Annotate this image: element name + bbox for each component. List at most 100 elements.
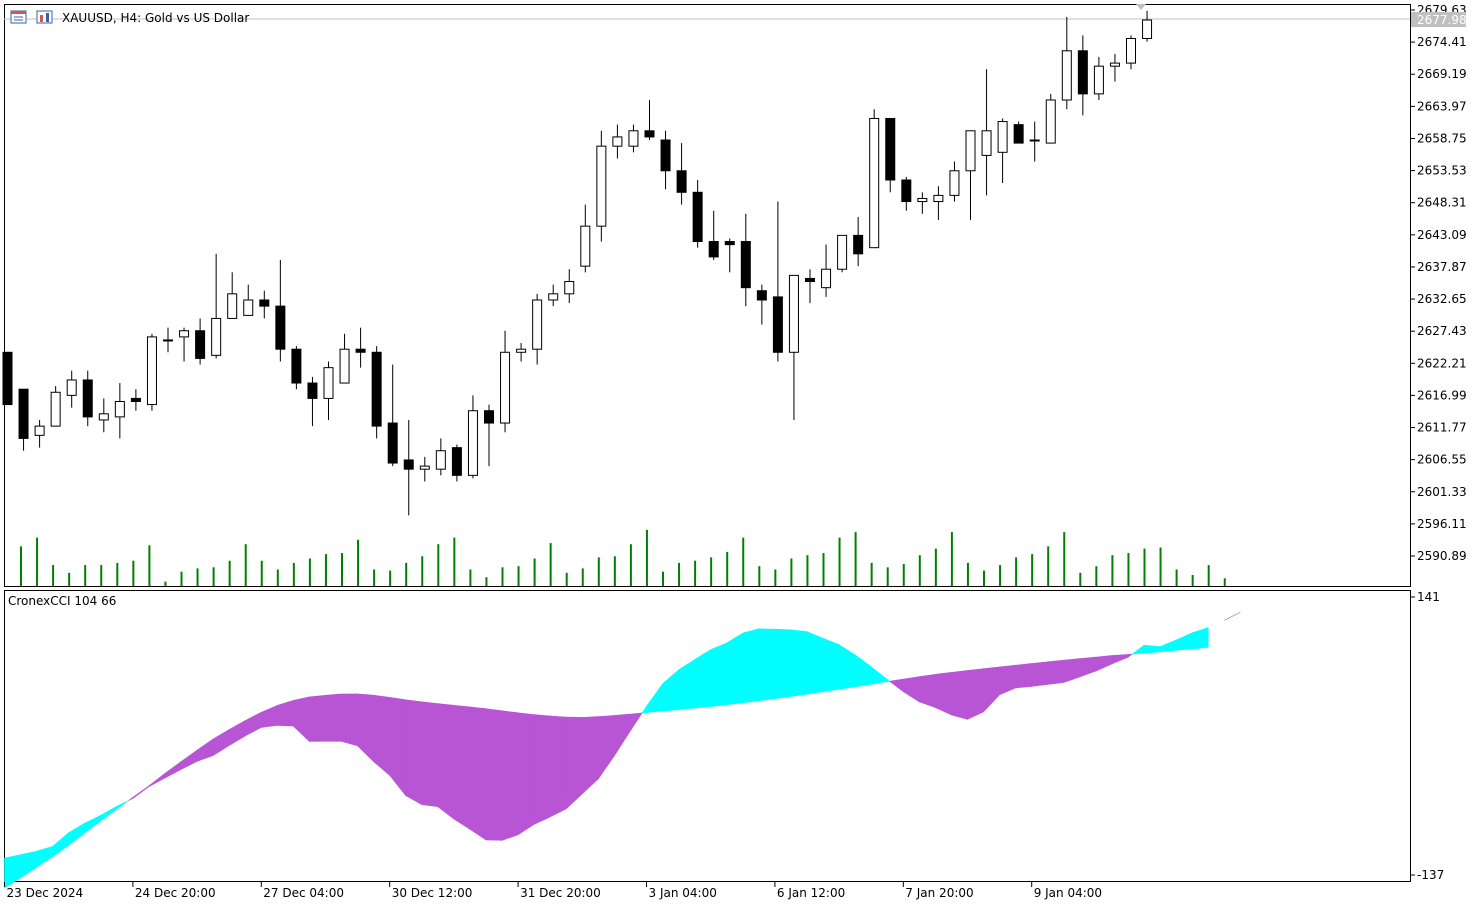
candle — [1061, 16, 1072, 110]
candle-body — [1109, 62, 1120, 67]
candle-body — [130, 397, 141, 403]
cci-segment — [453, 704, 471, 830]
chart-window-icon[interactable] — [10, 10, 27, 24]
candle — [933, 186, 944, 220]
candle-body — [596, 145, 607, 227]
price-tick-label: 2674.41 — [1417, 35, 1467, 49]
market-depth-icon[interactable] — [36, 10, 53, 24]
candle-body — [307, 382, 318, 399]
price-tick-label: 2663.97 — [1417, 99, 1467, 113]
cci-segment — [1031, 661, 1049, 687]
candle — [307, 376, 318, 427]
candle — [1029, 121, 1040, 162]
candle-body — [805, 277, 815, 283]
candle — [1109, 53, 1120, 82]
candle-body — [692, 191, 703, 243]
price-tick-label: 2606.55 — [1417, 453, 1467, 467]
candle-body — [179, 330, 190, 338]
candle-body — [644, 130, 655, 138]
candle — [419, 456, 430, 482]
candle-body — [291, 348, 302, 384]
candle — [163, 327, 173, 353]
candle — [1013, 121, 1024, 144]
candle-body — [740, 241, 751, 289]
candle-body — [564, 281, 575, 295]
candle-body — [98, 413, 109, 421]
candle — [1093, 56, 1104, 101]
cci-segment — [405, 699, 423, 806]
cci-segment — [549, 715, 567, 818]
cci-segment — [517, 712, 535, 836]
candle-body — [259, 299, 270, 307]
candle-body — [1077, 50, 1088, 95]
candle — [596, 130, 607, 242]
candle-body — [435, 450, 446, 470]
indicator-tick-label: -137 — [1417, 868, 1444, 882]
candle-body — [772, 296, 783, 353]
candle — [500, 330, 511, 433]
candle — [853, 216, 864, 267]
cci-segment — [437, 703, 455, 820]
candle — [805, 269, 815, 304]
candle-body — [403, 459, 414, 470]
candle-body — [917, 197, 928, 203]
candle — [34, 419, 45, 448]
candle-body — [997, 121, 1008, 153]
candle — [756, 284, 767, 325]
time-tick-label: 3 Jan 04:00 — [649, 886, 717, 900]
candle — [869, 109, 880, 249]
cci-segment — [533, 714, 551, 825]
cci-segment — [469, 706, 487, 841]
candle-body — [580, 225, 591, 267]
candle — [2, 351, 13, 406]
candle — [692, 180, 703, 248]
price-tick-label: 2637.87 — [1417, 260, 1467, 274]
candle — [1045, 93, 1056, 144]
candle-body — [548, 293, 559, 301]
candle — [451, 444, 462, 482]
candle-body — [1013, 124, 1024, 144]
candle — [387, 364, 398, 467]
candle — [676, 143, 687, 205]
candle-body — [981, 130, 992, 156]
price-tick-label: 2611.77 — [1417, 421, 1467, 435]
candle-body — [467, 410, 478, 476]
cci-segment — [694, 649, 712, 709]
cci-segment — [1015, 663, 1032, 689]
candle — [195, 318, 206, 365]
cci-segment — [1224, 611, 1241, 621]
time-tick-label: 6 Jan 12:00 — [777, 886, 845, 900]
cci-cloud — [4, 611, 1241, 889]
candle-body — [516, 348, 527, 353]
candle — [644, 100, 655, 141]
price-axis[interactable]: 2679.632674.412669.192663.972658.752653.… — [1410, 3, 1467, 563]
cci-segment — [710, 642, 728, 707]
candle — [981, 69, 992, 196]
candle — [18, 388, 29, 451]
price-tick-label: 2648.31 — [1417, 196, 1467, 210]
cci-segment — [935, 672, 952, 716]
candle — [772, 201, 783, 362]
candle — [467, 395, 478, 479]
candle — [1142, 10, 1153, 42]
price-tick-label: 2669.19 — [1417, 67, 1467, 81]
price-tick-label: 2632.65 — [1417, 292, 1467, 306]
cci-segment — [951, 670, 968, 720]
candle — [355, 327, 366, 368]
candle-body — [724, 241, 735, 246]
cci-segment — [919, 673, 936, 709]
candle-body — [965, 130, 976, 172]
candle — [564, 269, 575, 304]
candle-body — [869, 117, 880, 249]
price-tick-label: 2627.43 — [1417, 324, 1467, 338]
price-pane[interactable] — [4, 4, 1411, 587]
cci-segment — [501, 710, 519, 841]
chart-symbol-title: XAUUSD, H4: Gold vs US Dollar — [62, 11, 249, 25]
candle — [259, 290, 270, 319]
time-tick-label: 27 Dec 04:00 — [263, 886, 344, 900]
candle — [484, 404, 494, 467]
time-axis[interactable]: 23 Dec 2024 24 Dec 20:00 27 Dec 04:00 30 De… — [4, 882, 1103, 900]
cci-segment — [116, 800, 129, 810]
candle — [114, 383, 125, 439]
volume-series — [20, 529, 1226, 586]
